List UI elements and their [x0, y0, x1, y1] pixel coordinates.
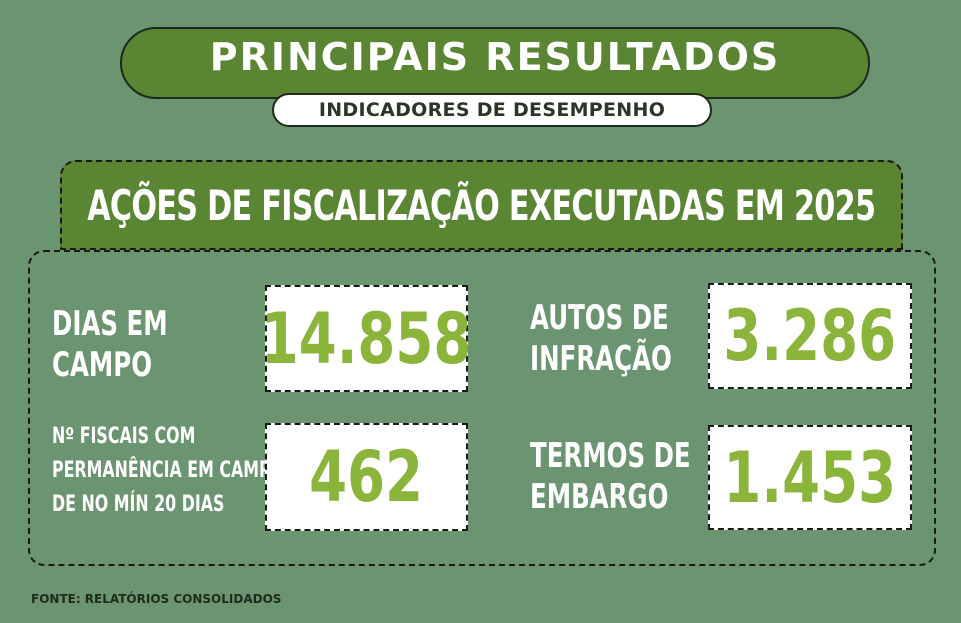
autos-de-infracao-value: 3.286: [723, 295, 897, 377]
metrics-panel: [28, 250, 936, 566]
autos-de-infracao-label-line1: AUTOS DE: [530, 298, 669, 338]
section-header: AÇÕES DE FISCALIZAÇÃO EXECUTADAS EM 2025: [60, 160, 903, 250]
subtitle-banner: INDICADORES DE DESEMPENHO: [272, 93, 712, 127]
fiscais-permanencia-value: 462: [309, 436, 424, 518]
termos-de-embargo-label-line1: TERMOS DE: [530, 436, 691, 476]
fiscais-permanencia-label: Nº FISCAIS COM PERMANÊNCIA EM CAMPO DE N…: [52, 420, 284, 522]
fiscais-permanencia-label-line1: Nº FISCAIS COM: [52, 424, 196, 449]
autos-de-infracao-label-line2: INFRAÇÃO: [530, 338, 672, 379]
termos-de-embargo-label-line2: EMBARGO: [530, 476, 669, 517]
dias-em-campo-box: 14.858: [261, 285, 472, 392]
dias-em-campo-label-line1: DIAS EM: [52, 304, 168, 344]
autos-de-infracao-box: 3.286: [708, 283, 912, 389]
termos-de-embargo-label: TERMOS DE EMBARGO: [530, 436, 691, 518]
termos-de-embargo-value: 1.453: [723, 436, 897, 519]
page-title: PRINCIPAIS RESULTADOS: [209, 35, 781, 79]
dias-em-campo-value: 14.858: [261, 297, 472, 380]
section-title: AÇÕES DE FISCALIZAÇÃO EXECUTADAS EM 2025: [87, 180, 876, 230]
title-banner: PRINCIPAIS RESULTADOS: [120, 27, 870, 99]
dias-em-campo-label-line2: CAMPO: [52, 344, 153, 385]
dias-em-campo-label: DIAS EM CAMPO: [52, 304, 168, 386]
fiscais-permanencia-label-line3: DE NO MÍN 20 DIAS: [52, 492, 225, 518]
autos-de-infracao-label: AUTOS DE INFRAÇÃO: [530, 298, 672, 380]
termos-de-embargo-box: 1.453: [708, 425, 912, 530]
page-subtitle: INDICADORES DE DESEMPENHO: [318, 99, 666, 121]
source-note: FONTE: RELATÓRIOS CONSOLIDADOS: [31, 592, 282, 606]
fiscais-permanencia-label-line2: PERMANÊNCIA EM CAMPO: [52, 458, 285, 484]
fiscais-permanencia-box: 462: [265, 423, 468, 531]
